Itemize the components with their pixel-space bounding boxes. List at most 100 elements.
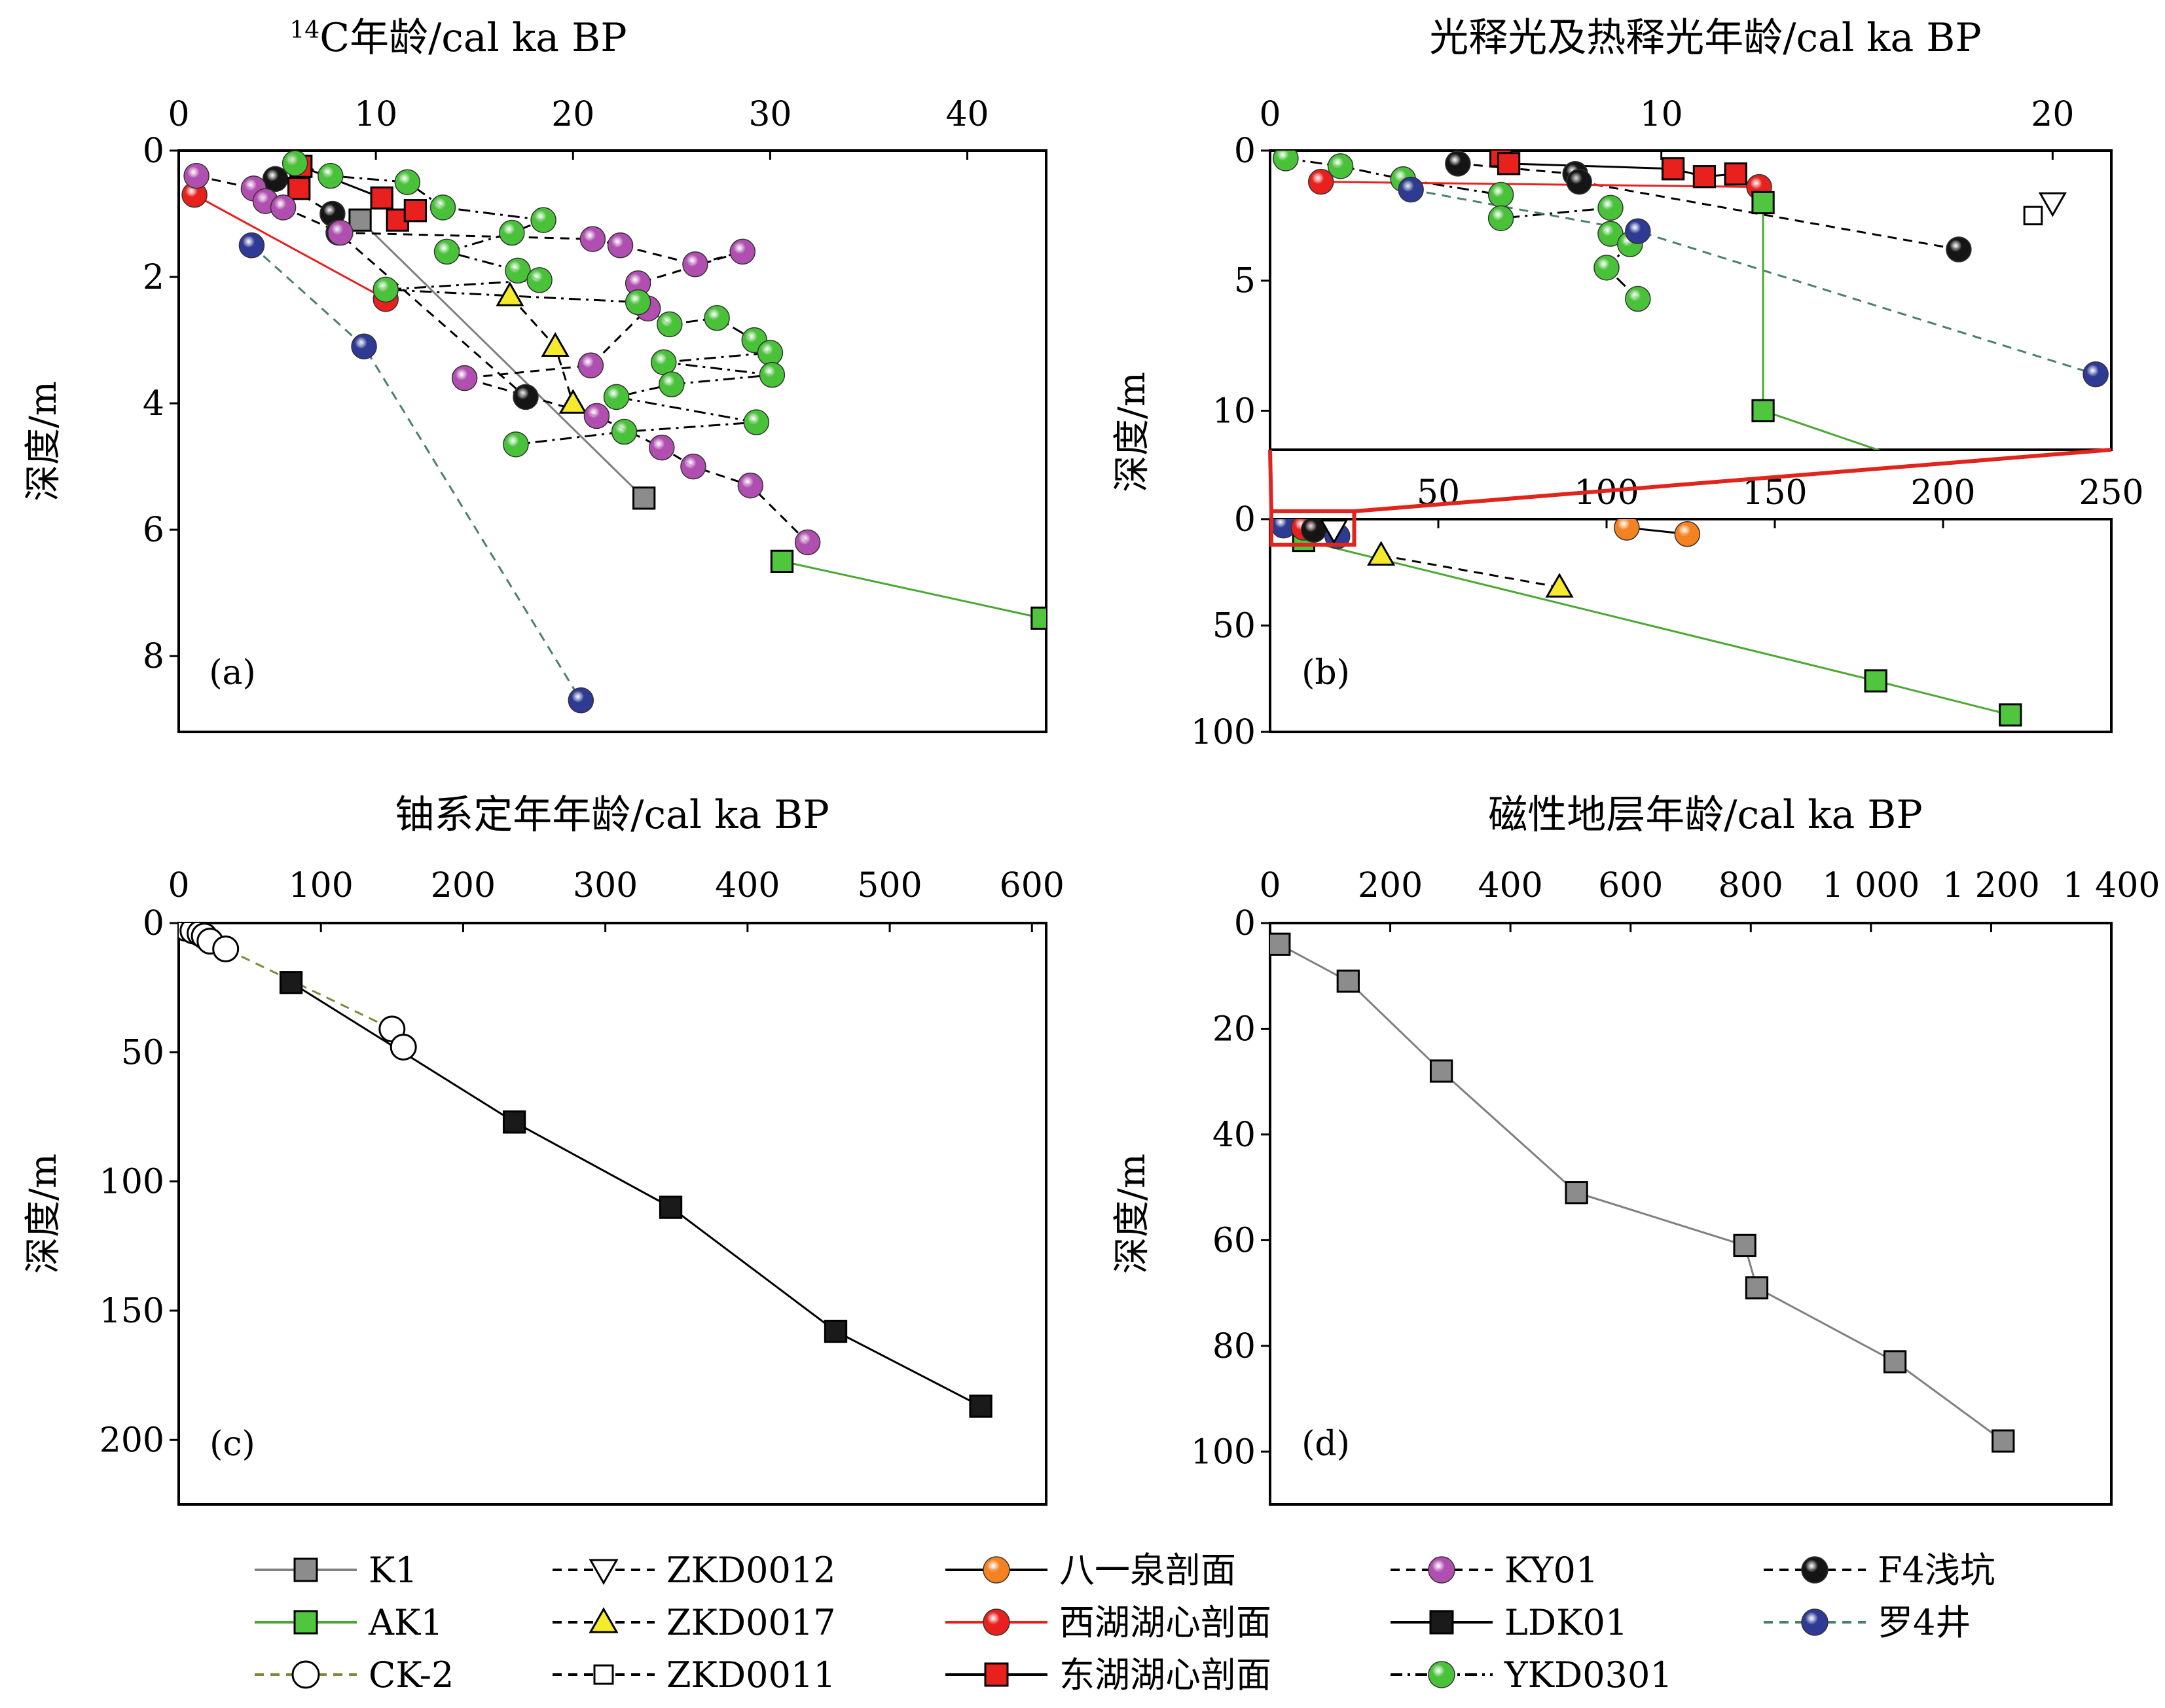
point-ykd0301 (759, 361, 786, 388)
point-ykd0301 (503, 431, 529, 458)
y-tick-label: 80 (1212, 1327, 1256, 1366)
point-ykd0301 (394, 169, 421, 196)
series-layer-c (179, 923, 992, 1418)
point-ky01 (729, 238, 755, 265)
point-ykd0301 (625, 289, 651, 316)
point-ykd0301 (603, 384, 630, 410)
y-tick-label: 0 (1234, 132, 1256, 171)
point-series (1614, 519, 1640, 541)
legend-item-ck-2: CK-2 (255, 1654, 454, 1696)
x-tick-label: 200 (1358, 866, 1423, 905)
point-ak1 (1999, 703, 2022, 727)
legend-label: 西湖湖心剖面 (1059, 1602, 1271, 1643)
point-zkd0017 (541, 332, 570, 357)
x-tick-label: 600 (1000, 866, 1064, 905)
legend-label: CK-2 (369, 1654, 454, 1696)
y-tick-label: 50 (121, 1033, 164, 1072)
point-zkd0017 (1367, 541, 1396, 566)
panel-d: 0 200 400 600 800 1 000 1 200 1 400 0 20 40 60 80 100… (1111, 792, 2160, 1506)
legend-label: K1 (369, 1550, 418, 1591)
y-tick-label: 100 (100, 1163, 164, 1202)
legend-item-series: 八一泉剖面 (945, 1550, 1236, 1591)
series-line-4 (251, 244, 582, 701)
point-series (370, 186, 393, 210)
point-ak1 (1751, 399, 1775, 423)
y-tick-label: 0 (1234, 500, 1256, 539)
x-tick-label: 20 (551, 95, 594, 134)
y-tick-label: 200 (100, 1421, 164, 1460)
series-line-4 (1410, 189, 2096, 376)
x-tick-label: 800 (1719, 866, 1783, 905)
x-tick-label: 0 (1259, 95, 1281, 134)
point-k1 (1733, 1233, 1756, 1258)
y-tick-label: 5 (1234, 262, 1256, 301)
plot-frame-b-lower (1269, 518, 2113, 733)
point-ky01 (794, 529, 821, 556)
legend-marker-4 (1801, 1608, 1828, 1636)
legend-item-zkd0017: ZKD0017 (553, 1602, 836, 1643)
legend-item-k1: K1 (255, 1550, 418, 1591)
point-k1 (1883, 1350, 1907, 1373)
x-tick-label: 10 (1640, 95, 1683, 134)
point-ykd0301 (1593, 255, 1620, 281)
plot-frame-c (177, 922, 1047, 1506)
series-line-f4 (1457, 162, 1959, 251)
series-line-ak1 (1303, 539, 2011, 716)
point-ykd0301 (1487, 205, 1514, 232)
y-tick-label: 50 (1212, 607, 1256, 646)
chart-title-b-upper: 光释光及热释光年龄/cal ka BP (1429, 15, 1982, 61)
point-ck-2 (390, 1033, 417, 1061)
point-ak1 (770, 549, 794, 573)
point-4 (238, 232, 265, 259)
point-zkd0017 (1545, 572, 1574, 598)
chart-title-a: 14C年龄/cal ka BP (289, 15, 627, 61)
point-ky01 (737, 472, 764, 499)
panel-a: 0 10 20 30 40 0 2 4 6 8 14C年龄/cal ka BP 深度/m (a) (22, 15, 1047, 733)
x-tick-label: 30 (748, 95, 791, 134)
x-tick-label: 400 (715, 866, 780, 905)
point-ykd0301 (757, 340, 784, 366)
point-ldk01 (502, 1110, 526, 1134)
point-ky01 (579, 226, 606, 252)
point-4 (1625, 218, 1651, 244)
legend-label: YKD0301 (1504, 1654, 1673, 1696)
y-tick-label: 100 (1191, 1432, 1256, 1472)
x-tick-label: 1 400 (2063, 866, 2160, 905)
y-axis-label-d: 深度/m (1111, 1154, 1154, 1274)
point-ykd0301 (743, 409, 770, 435)
series-line-zkd0017 (1381, 554, 1560, 589)
point-ykd0301 (505, 257, 531, 284)
legend: K1 ZKD0012 八一泉剖面 KY01 F4浅坑 AK1 ZKD0017 西湖湖心剖面 LD… (255, 1550, 1995, 1696)
x-tick-label: 500 (857, 866, 922, 905)
point-ykd0301 (1327, 153, 1354, 179)
point-ky01 (327, 219, 354, 246)
y-tick-label: 20 (1212, 1009, 1256, 1049)
series-line-ykd0301 (295, 162, 773, 446)
legend-label: LDK01 (1504, 1602, 1628, 1643)
panel-label: (a) (209, 653, 256, 693)
point-ykd0301 (704, 305, 730, 331)
zoom-connector (1268, 448, 2112, 547)
point-ykd0301 (373, 276, 399, 303)
point-f4 (513, 384, 539, 410)
legend-marker-ak1 (293, 1610, 318, 1635)
point-ykd0301 (530, 207, 556, 233)
legend-marker-series (983, 1608, 1010, 1636)
point-ykd0301 (1273, 151, 1299, 172)
point-ykd0301 (1597, 194, 1624, 221)
zoom-box (1269, 509, 1356, 547)
point-series (1497, 152, 1521, 175)
point-series (1661, 157, 1685, 181)
legend-label: F4浅坑 (1878, 1550, 1995, 1591)
point-ky01 (649, 434, 675, 461)
legend-item-ak1: AK1 (255, 1602, 443, 1643)
legend-label: ZKD0011 (666, 1654, 836, 1696)
point-series (1692, 165, 1717, 189)
x-tick-label: 1 200 (1942, 866, 2040, 905)
point-series (1674, 521, 1701, 547)
y-tick-label: 2 (143, 258, 164, 297)
panel-b-upper: 0 10 20 0 5 10 光释光及热释光年龄/cal ka BP 深度/m (1111, 15, 2113, 492)
point-ky01 (183, 162, 209, 189)
point-series (1724, 162, 1747, 186)
